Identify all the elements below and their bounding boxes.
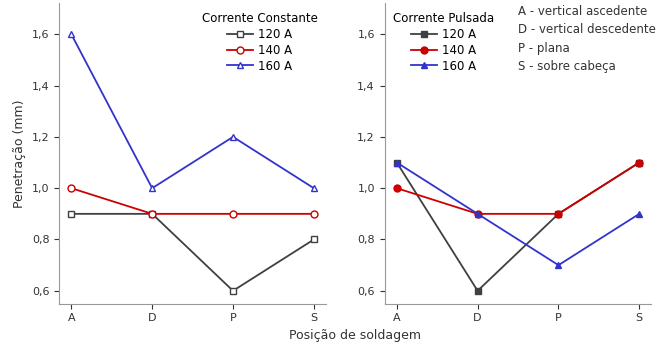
Text: Posição de soldagem: Posição de soldagem [290, 329, 421, 342]
Legend: 120 A, 140 A, 160 A: 120 A, 140 A, 160 A [199, 9, 320, 75]
Y-axis label: Penetração (mm): Penetração (mm) [13, 99, 26, 208]
Legend: 120 A, 140 A, 160 A: 120 A, 140 A, 160 A [391, 9, 496, 75]
Text: A - vertical ascedente
D - vertical descedente
P - plana
S - sobre cabeça: A - vertical ascedente D - vertical desc… [518, 5, 656, 74]
